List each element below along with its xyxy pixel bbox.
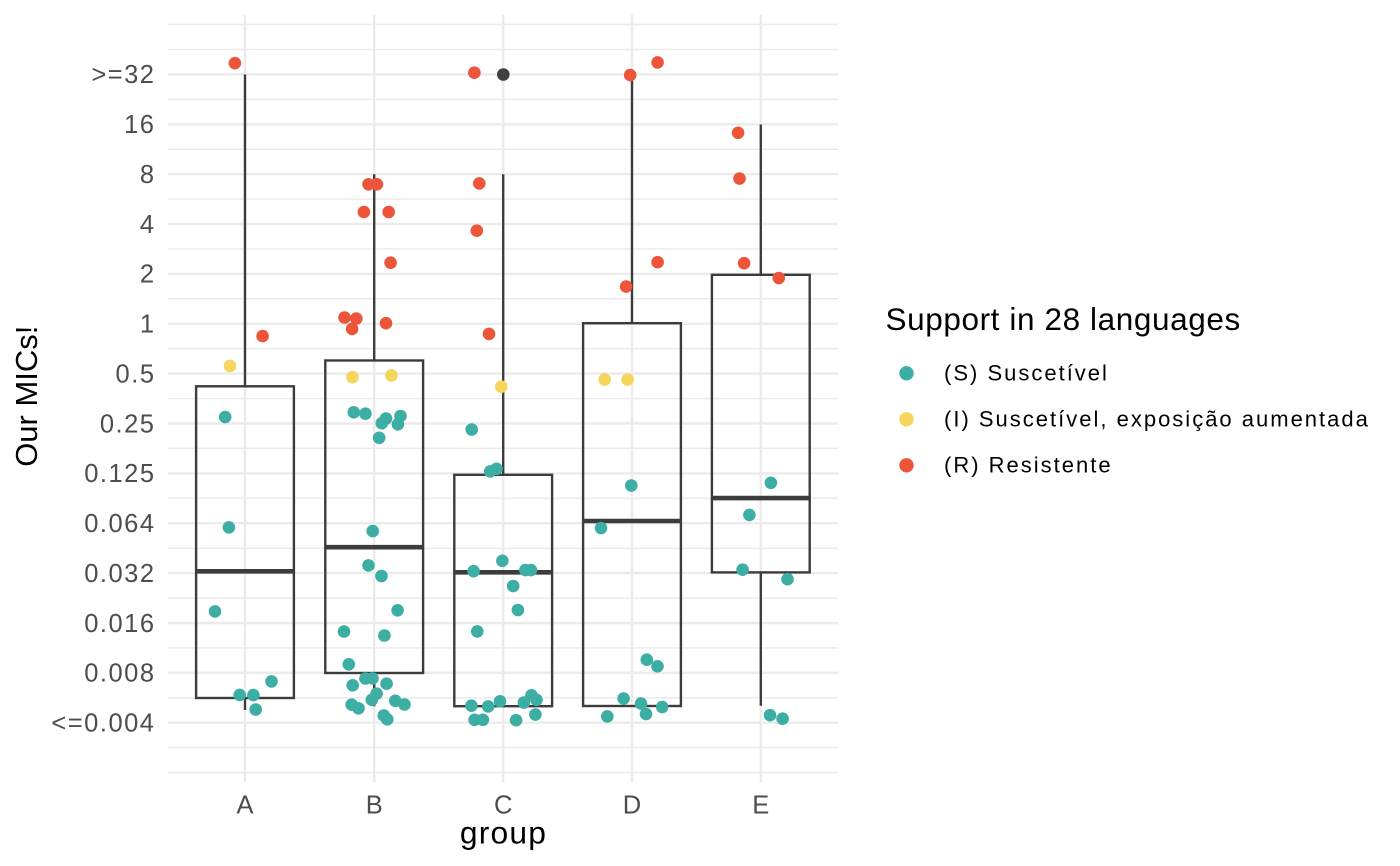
- svg-text:0.5: 0.5: [116, 360, 156, 388]
- svg-text:0.032: 0.032: [84, 560, 155, 588]
- svg-text:A: A: [236, 792, 253, 820]
- svg-text:4: 4: [140, 211, 156, 239]
- svg-text:D: D: [623, 792, 641, 820]
- svg-text:8: 8: [140, 161, 156, 189]
- svg-text:C: C: [494, 792, 512, 820]
- svg-text:0.008: 0.008: [84, 660, 155, 688]
- svg-text:(R) Resistente: (R) Resistente: [944, 452, 1113, 477]
- svg-text:group: group: [460, 815, 547, 851]
- svg-text:(S) Suscetível: (S) Suscetível: [944, 360, 1109, 385]
- svg-text:>=32: >=32: [91, 61, 155, 89]
- svg-text:Support in 28 languages: Support in 28 languages: [886, 301, 1241, 337]
- svg-text:1: 1: [140, 311, 156, 339]
- svg-text:(I) Suscetível, exposição aume: (I) Suscetível, exposição aumentada: [944, 406, 1370, 431]
- svg-text:16: 16: [124, 111, 155, 139]
- svg-text:Our MICs!: Our MICs!: [9, 326, 44, 467]
- svg-text:B: B: [366, 792, 383, 820]
- svg-text:0.064: 0.064: [84, 510, 155, 538]
- svg-text:E: E: [752, 792, 769, 820]
- svg-text:0.25: 0.25: [100, 410, 156, 438]
- svg-text:2: 2: [140, 261, 156, 289]
- svg-text:<=0.004: <=0.004: [51, 710, 155, 738]
- svg-text:0.125: 0.125: [84, 460, 155, 488]
- svg-text:0.016: 0.016: [84, 610, 155, 638]
